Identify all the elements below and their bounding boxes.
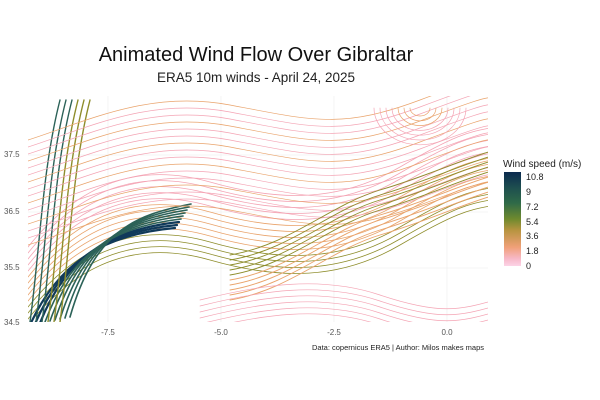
wind-streamline <box>229 191 488 296</box>
wind-streamline <box>59 99 91 322</box>
x-axis-tick-label: -2.5 <box>327 328 341 337</box>
wind-streamline <box>28 127 488 248</box>
wind-streamline <box>28 151 488 272</box>
wind-streamline <box>28 163 488 284</box>
wind-streamline <box>199 301 488 322</box>
wind-streamline <box>199 289 488 316</box>
wind-streamline <box>385 107 455 136</box>
wind-streamline <box>229 181 488 286</box>
wind-streamline <box>28 97 488 162</box>
wind-streamline <box>28 96 471 155</box>
legend-tick-label: 7.2 <box>526 202 539 212</box>
y-axis-tick-label: 34.5 <box>4 318 20 327</box>
wind-streamline <box>409 107 431 117</box>
wind-streamline <box>229 166 488 271</box>
wind-streamline <box>28 133 488 254</box>
map-subtitle: ERA5 10m winds - April 24, 2025 <box>156 70 356 85</box>
wind-streamline <box>229 176 488 281</box>
x-axis-tick-label: -7.5 <box>101 328 115 337</box>
wind-streamline <box>28 175 488 296</box>
wind-streamline <box>28 111 488 176</box>
y-axis-tick-label: 36.5 <box>4 207 20 216</box>
wind-jet-streamline <box>69 203 192 318</box>
wind-streamline <box>397 107 443 126</box>
wind-streamline <box>28 174 488 239</box>
wind-streamline <box>30 205 488 322</box>
legend-tick-label: 3.6 <box>526 231 539 241</box>
legend-tick-label: 5.4 <box>526 217 539 227</box>
wind-streamline <box>28 193 488 314</box>
map-title: Animated Wind Flow Over Gibraltar <box>98 44 414 66</box>
wind-streamline <box>379 107 461 141</box>
x-axis-tick-label: 0.0 <box>441 328 453 337</box>
wind-streamline <box>28 146 488 211</box>
wind-streamline <box>28 160 488 225</box>
wind-jet-streamline <box>30 226 177 322</box>
y-axis-tick-label: 35.5 <box>4 263 20 272</box>
legend-tick-label: 9 <box>526 187 532 197</box>
wind-streamline <box>28 96 451 148</box>
wind-streamline <box>28 132 488 197</box>
legend-tick-label: 0 <box>526 261 532 271</box>
wind-streamline <box>28 118 488 183</box>
wind-streamline <box>229 161 488 266</box>
wind-streamline <box>199 295 488 322</box>
wind-streamlines <box>28 96 488 322</box>
x-axis-tick-label: -5.0 <box>214 328 228 337</box>
wind-streamline <box>53 99 85 322</box>
wind-streamline <box>29 99 61 322</box>
wind-streamline <box>28 153 488 218</box>
legend-colorbar <box>504 172 521 266</box>
wind-streamline <box>229 186 488 291</box>
wind-streamline <box>28 125 488 190</box>
legend-title: Wind speed (m/s) <box>503 159 582 170</box>
wind-streamline <box>41 99 73 322</box>
wind-streamline <box>206 307 391 322</box>
legend-tick-label: 1.8 <box>526 246 539 256</box>
wind-streamline <box>28 139 488 204</box>
wind-streamline <box>229 171 488 276</box>
wind-streamline <box>391 107 449 131</box>
legend-tick-label: 10.8 <box>526 172 544 182</box>
wind-streamline <box>373 107 467 146</box>
wind-streamline <box>28 104 488 169</box>
wind-streamline <box>233 313 372 322</box>
wind-streamline <box>403 107 437 122</box>
wind-streamline <box>47 99 79 322</box>
wind-streamline <box>28 181 488 246</box>
wind-streamline <box>199 283 488 310</box>
wind-streamline <box>28 96 432 141</box>
wind-streamline <box>229 156 488 261</box>
y-axis-tick-label: 37.5 <box>4 150 20 159</box>
map-caption: Data: copernicus ERA5 | Author: Milos ma… <box>312 343 485 352</box>
wind-streamline <box>229 151 488 256</box>
